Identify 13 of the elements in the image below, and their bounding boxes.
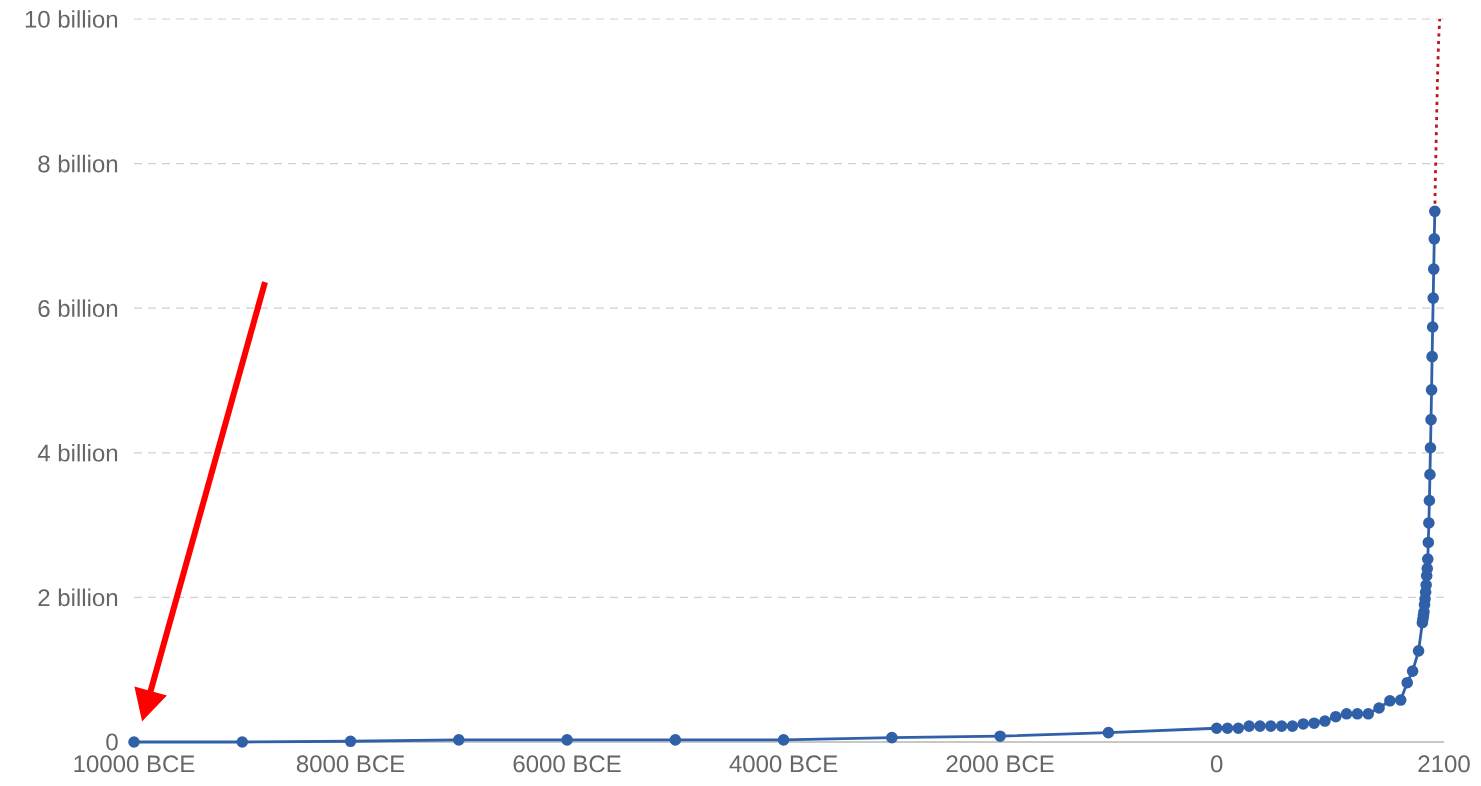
x-tick-label: 6000 BCE [513, 755, 621, 773]
x-tick-label: 8000 BCE [296, 755, 405, 773]
y-tick-label: 0 [106, 733, 118, 751]
x-tick-label: 4000 BCE [729, 755, 838, 773]
y-tick-label: 10 billion [25, 10, 118, 28]
x-tick-label: 2100 [1418, 755, 1470, 773]
y-tick-label: 6 billion [38, 299, 118, 317]
x-tick-label: 10000 BCE [74, 755, 195, 773]
x-tick-label: 0 [1210, 755, 1223, 773]
y-tick-label: 8 billion [38, 154, 118, 173]
y-tick-label: 4 billion [37, 444, 118, 462]
x-tick-label: 2000 BCE [946, 755, 1054, 773]
y-tick-label: 2 billion [38, 588, 118, 607]
